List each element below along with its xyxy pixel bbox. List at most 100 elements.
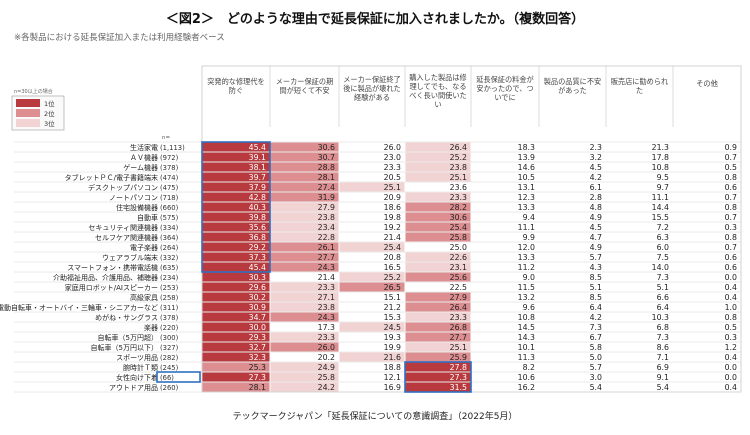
cell-value: 8.6 [657, 343, 669, 352]
cell-fill [405, 212, 471, 222]
cell-fill [202, 232, 270, 242]
cell-value: 28.1 [318, 173, 335, 182]
cell-value: 23.6 [450, 183, 467, 192]
cell-value: 15.1 [384, 293, 401, 302]
row-label: スポーツ用品 [116, 354, 158, 362]
cell-fill [405, 342, 471, 352]
cell-fill [405, 352, 471, 362]
cell-value: 25.8 [318, 373, 335, 382]
cell-value: 14.4 [652, 203, 669, 212]
cell-fill [405, 312, 471, 322]
cell-value: 1.0 [725, 303, 737, 312]
cell-value: 4.7 [590, 233, 602, 242]
cell-value: 24.3 [318, 263, 335, 272]
cell-fill [202, 372, 270, 382]
cell-value: 23.1 [450, 263, 467, 272]
cell-value: 2.3 [590, 143, 602, 152]
cell-value: 9.0 [523, 273, 535, 282]
cell-value: 14.6 [518, 163, 535, 172]
cell-value: 26.0 [384, 143, 401, 152]
cell-value: 0.0 [725, 273, 737, 282]
cell-value: 25.1 [450, 173, 467, 182]
cell-fill [405, 142, 471, 152]
cell-value: 5.4 [657, 383, 669, 392]
cell-value: 16.5 [384, 263, 401, 272]
cell-value: 22.8 [318, 233, 335, 242]
cell-value: 30.0 [249, 323, 266, 332]
cell-value: 25.9 [450, 353, 467, 362]
row-n: (245) [160, 364, 179, 372]
cell-fill [270, 302, 339, 312]
cell-fill [405, 372, 471, 382]
cell-fill [270, 382, 339, 392]
cell-value: 5.7 [590, 363, 602, 372]
cell-value: 39.7 [249, 173, 266, 182]
cell-value: 25.1 [450, 343, 467, 352]
cell-fill [339, 182, 405, 192]
cell-value: 28.8 [318, 163, 335, 172]
cell-value: 32.3 [249, 353, 266, 362]
cell-value: 4.2 [590, 313, 602, 322]
cell-value: 23.8 [318, 213, 335, 222]
row-n: (1,113) [160, 144, 185, 152]
cell-value: 27.3 [249, 373, 266, 382]
cell-value: 32.7 [249, 343, 266, 352]
cell-value: 0.8 [725, 233, 737, 242]
cell-value: 26.4 [450, 303, 467, 312]
cell-value: 12.0 [518, 243, 535, 252]
cell-value: 30.6 [450, 213, 467, 222]
row-label: デスクトップパソコン [88, 183, 158, 192]
cell-value: 0.4 [725, 293, 737, 302]
cell-value: 25.1 [384, 183, 401, 192]
cell-value: 18.8 [384, 363, 401, 372]
cell-value: 23.3 [318, 333, 335, 342]
cell-fill [405, 162, 471, 172]
cell-fill [405, 152, 471, 162]
cell-value: 19.2 [384, 223, 401, 232]
row-label: アウトドア用品 [109, 384, 158, 392]
cell-fill [270, 372, 339, 382]
cell-value: 11.1 [518, 223, 535, 232]
cell-value: 4.9 [590, 213, 602, 222]
cell-value: 24.9 [318, 363, 335, 372]
cell-value: 28.2 [450, 203, 467, 212]
cell-fill [202, 292, 270, 302]
row-label: 生活家電 [130, 143, 158, 152]
cell-fill [270, 232, 339, 242]
cell-value: 23.8 [318, 303, 335, 312]
cell-fill [339, 282, 405, 292]
cell-fill [202, 252, 270, 262]
cell-value: 38.1 [249, 163, 266, 172]
row-n: (300) [160, 334, 179, 342]
cell-value: 7.3 [590, 323, 602, 332]
cell-value: 26.0 [318, 343, 335, 352]
cell-fill [202, 212, 270, 222]
cell-value: 10.1 [518, 343, 535, 352]
cell-value: 26.4 [450, 143, 467, 152]
cell-value: 14.3 [518, 333, 535, 342]
cell-fill [270, 282, 339, 292]
cell-value: 19.8 [384, 213, 401, 222]
cell-value: 29.2 [249, 243, 266, 252]
cell-value: 23.8 [450, 163, 467, 172]
cell-value: 6.7 [590, 333, 602, 342]
cell-fill [202, 172, 270, 182]
cell-value: 10.5 [518, 173, 535, 182]
row-label: 腕時計Ｔ類 [123, 363, 158, 372]
cell-value: 7.5 [657, 253, 669, 262]
cell-value: 10.8 [652, 163, 669, 172]
cell-value: 5.0 [590, 353, 602, 362]
cell-value: 23.3 [450, 313, 467, 322]
cell-value: 30.3 [249, 273, 266, 282]
cell-value: 5.1 [657, 283, 669, 292]
cell-fill [202, 152, 270, 162]
cell-value: 27.1 [318, 293, 335, 302]
cell-value: 27.4 [318, 183, 335, 192]
cell-value: 13.1 [518, 183, 535, 192]
cell-value: 30.9 [249, 303, 266, 312]
cell-fill [270, 262, 339, 272]
cell-value: 25.4 [450, 223, 467, 232]
chart-subtitle: ※各製品における延長保証加入または利用経験者ベース [14, 33, 225, 43]
cell-fill [270, 162, 339, 172]
column-header: 延長保証の料金が安かったので、ついでに [476, 75, 534, 102]
